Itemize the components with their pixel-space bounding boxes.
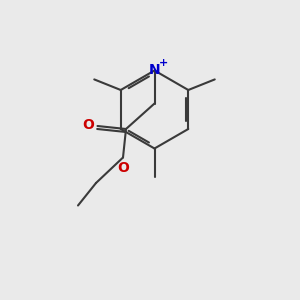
Text: O: O [82,118,94,132]
Text: +: + [159,58,168,68]
Text: N: N [149,64,160,77]
Text: O: O [117,161,129,175]
